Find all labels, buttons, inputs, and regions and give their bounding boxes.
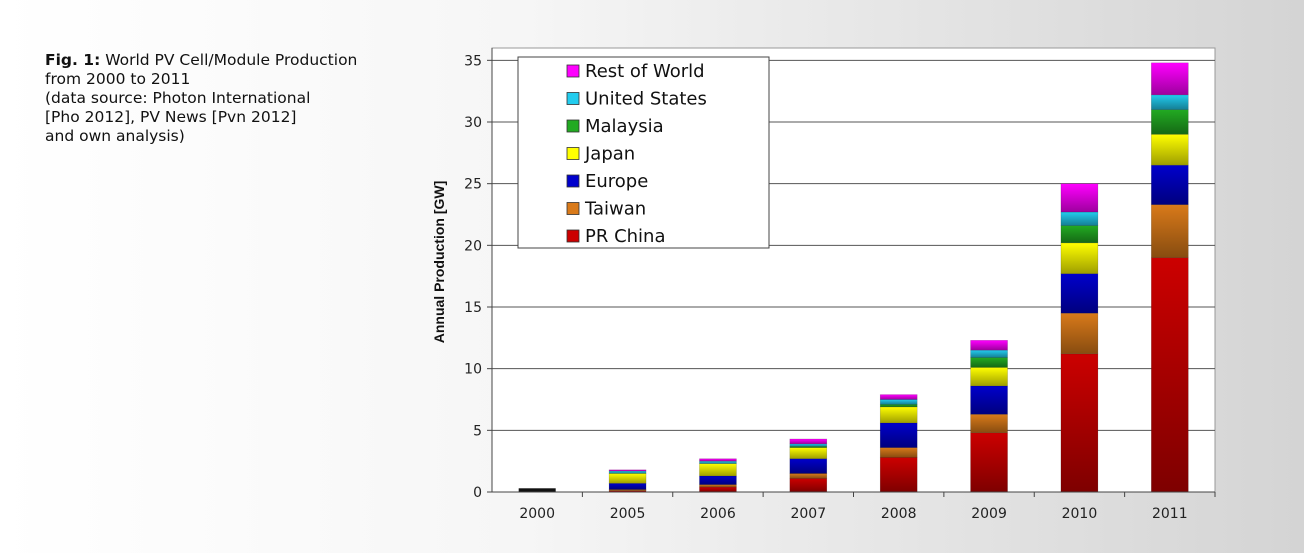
figure-caption: Fig. 1: World PV Cell/Module Production … — [45, 51, 395, 146]
bar-segment-2005-united-states — [608, 470, 647, 474]
bar-segment-2007-pr-china — [789, 478, 828, 493]
caption-line-3: (data source: Photon International — [45, 89, 311, 107]
y-tick-label: 5 — [473, 423, 482, 439]
bar-segment-2008-japan — [879, 406, 918, 424]
legend-label-rest-of-world: Rest of World — [585, 61, 705, 82]
bar-segment-2011-united-states — [1151, 94, 1189, 110]
x-tick-label: 2005 — [610, 506, 646, 522]
bar-segment-2006-taiwan — [699, 484, 737, 488]
legend-swatch-malaysia — [566, 119, 580, 133]
bar-segment-2006-rest-of-world — [699, 458, 737, 462]
legend-swatch-united-states — [566, 92, 580, 105]
bar-segment-2009-taiwan — [970, 414, 1008, 434]
bar-segment-2010-malaysia — [1060, 225, 1099, 244]
y-tick-label: 35 — [464, 53, 482, 69]
bar-segment-2010-united-states — [1060, 211, 1099, 226]
bar-segment-2009-united-states — [970, 349, 1008, 358]
bar-segment-2007-europe — [789, 458, 828, 474]
x-tick-label: 2009 — [971, 506, 1007, 522]
legend-box — [517, 56, 770, 249]
bar-segment-2011-rest-of-world — [1151, 62, 1189, 96]
legend-swatch-rest-of-world — [566, 64, 580, 78]
bar-segment-2006-pr-china — [699, 486, 737, 493]
caption-line-4: [Pho 2012], PV News [Pvn 2012] — [45, 108, 297, 126]
bar-segment-2010-rest-of-world — [1060, 183, 1099, 213]
legend-label-europe: Europe — [585, 171, 648, 192]
bar-segment-2005-japan — [608, 473, 647, 484]
y-tick-label: 25 — [464, 177, 482, 193]
x-tick-label: 2011 — [1152, 506, 1188, 522]
bar-segment-2010-japan — [1060, 242, 1099, 274]
figure-label: Fig. 1: — [45, 51, 101, 69]
bar-segment-2010-taiwan — [1060, 312, 1099, 355]
x-tick-label: 2010 — [1062, 506, 1098, 522]
legend-swatch-japan — [566, 147, 580, 160]
caption-line-5: and own analysis) — [45, 127, 185, 145]
x-tick-label: 2007 — [790, 506, 826, 522]
y-tick-label: 30 — [464, 115, 482, 131]
bar-segment-2009-malaysia — [970, 357, 1008, 368]
bar-segment-2005-rest-of-world — [608, 469, 647, 472]
legend-label-malaysia: Malaysia — [585, 116, 664, 137]
bar-segment-2008-pr-china — [879, 457, 918, 493]
bar-segment-2009-pr-china — [970, 432, 1008, 493]
bar-segment-2011-japan — [1151, 134, 1189, 166]
bars — [518, 62, 1189, 493]
bar-segment-2007-japan — [789, 447, 828, 459]
x-tick-label: 2006 — [700, 506, 736, 522]
bar-segment-2009-europe — [970, 385, 1008, 415]
bar-segment-2008-taiwan — [879, 447, 918, 458]
bar-segment-2007-united-states — [789, 443, 828, 447]
x-axis-ticks: 2000 2005 2006 2007 2008 2009 2010 2011 — [519, 492, 1216, 522]
bar-segment-2011-malaysia — [1151, 109, 1189, 135]
y-axis-label: Annual Production [GW] — [431, 181, 447, 344]
bar-segment-2008-europe — [879, 422, 918, 448]
bar-segment-2006-europe — [699, 475, 737, 485]
bar-segment-2000 — [518, 488, 556, 492]
bar-segment-2011-pr-china — [1151, 257, 1189, 493]
x-tick-label: 2000 — [519, 506, 555, 522]
y-tick-label: 10 — [464, 362, 482, 378]
legend-swatch-pr-china — [566, 229, 580, 243]
bar-segment-2005-europe — [608, 483, 647, 490]
x-tick-label: 2008 — [881, 506, 917, 522]
bar-segment-2008-united-states — [879, 399, 918, 405]
bar-segment-2007-taiwan — [789, 473, 828, 479]
bar-segment-2006-japan — [699, 463, 737, 477]
bar-segment-2007-rest-of-world — [789, 438, 828, 445]
bar-segment-2009-rest-of-world — [970, 340, 1008, 351]
legend: Rest of World United States Malaysia Japan E… — [517, 56, 770, 249]
bar-segment-2011-europe — [1151, 164, 1189, 205]
legend-swatch-taiwan — [566, 202, 580, 215]
bar-segment-2010-europe — [1060, 273, 1099, 314]
caption-line-1: World PV Cell/Module Production — [105, 51, 358, 69]
bar-segment-2008-rest-of-world — [879, 394, 918, 400]
legend-label-japan: Japan — [584, 144, 635, 165]
bar-segment-2006-united-states — [699, 460, 737, 464]
bar-segment-2010-pr-china — [1060, 353, 1099, 493]
legend-swatch-europe — [566, 174, 580, 188]
legend-label-united-states: United States — [585, 89, 707, 110]
bar-segment-2011-taiwan — [1151, 204, 1189, 258]
y-tick-label: 20 — [464, 238, 482, 254]
y-tick-label: 15 — [464, 300, 482, 316]
legend-label-taiwan: Taiwan — [584, 199, 646, 220]
y-tick-label: 0 — [473, 485, 482, 501]
caption-line-2: from 2000 to 2011 — [45, 70, 191, 88]
bar-segment-2008-malaysia — [879, 404, 918, 408]
legend-label-pr-china: PR China — [585, 226, 666, 247]
y-axis-ticks: 0 5 10 15 20 25 30 35 — [464, 53, 492, 501]
bar-segment-2009-japan — [970, 367, 1008, 387]
